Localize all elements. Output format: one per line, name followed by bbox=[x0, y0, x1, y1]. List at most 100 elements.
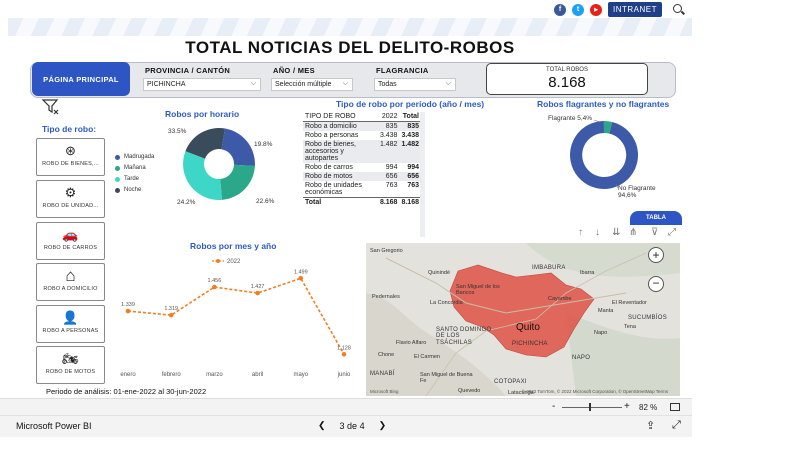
table-row[interactable]: Robo de unidades económicas 763 763 bbox=[305, 182, 419, 196]
horario-title: Robos por horario bbox=[165, 109, 240, 119]
line-legend-label: 2022 bbox=[227, 259, 241, 265]
table-row[interactable]: Robo de motos 656 656 bbox=[303, 172, 421, 181]
donut-slice-tarde[interactable] bbox=[183, 151, 222, 201]
anio-select[interactable]: Selección múltiple ⌵ bbox=[271, 78, 353, 91]
legend-item[interactable]: Mañana bbox=[115, 165, 146, 171]
column-header[interactable]: 2022 bbox=[377, 112, 400, 122]
donut-slice-manana[interactable] bbox=[220, 164, 255, 200]
type-button-bienes[interactable]: ⊛ ROBO DE BIENES,... bbox=[36, 138, 105, 176]
twitter-icon[interactable]: t bbox=[572, 3, 584, 16]
chevron-down-icon: ⌵ bbox=[445, 80, 451, 87]
arrow-down-icon[interactable]: ↓ bbox=[595, 227, 600, 238]
legend-dot bbox=[115, 187, 120, 193]
legend-dot bbox=[115, 165, 120, 171]
line-point[interactable] bbox=[298, 276, 304, 281]
fullscreen-icon[interactable]: ⤢ bbox=[672, 419, 681, 431]
zoom-in-button[interactable]: + bbox=[648, 247, 664, 263]
pichincha-region[interactable] bbox=[449, 264, 595, 358]
table-row[interactable]: Robo de carros 994 994 bbox=[305, 164, 419, 171]
provincia-label: PROVINCIA / CANTÓN bbox=[145, 66, 231, 75]
arrow-up-icon[interactable]: ↑ bbox=[578, 227, 583, 238]
provincia-select[interactable]: PICHINCHA ⌵ bbox=[143, 78, 261, 91]
line-point[interactable] bbox=[341, 351, 347, 357]
column-header[interactable]: TIPO DE ROBO bbox=[303, 112, 378, 122]
zoom-in-icon[interactable]: + bbox=[624, 401, 630, 412]
zoom-level: 82 % bbox=[639, 403, 658, 412]
zoom-out-button[interactable]: − bbox=[648, 276, 664, 292]
expand-hierarchy-icon[interactable]: ⋔ bbox=[629, 227, 638, 238]
map-brand: Microsoft Bing bbox=[370, 389, 399, 394]
type-button-unidades[interactable]: ⚙ ROBO DE UNIDAD... bbox=[36, 180, 105, 218]
line-point[interactable] bbox=[125, 308, 131, 314]
kpi-value: 8.168 bbox=[548, 74, 586, 91]
facebook-icon[interactable]: f bbox=[554, 3, 566, 16]
legend-item[interactable]: Madrugada bbox=[115, 154, 154, 160]
donut-slice-noche[interactable] bbox=[185, 128, 225, 159]
map-label: Quinindé bbox=[428, 270, 451, 276]
data-label: 1.427 bbox=[251, 284, 265, 290]
line-point[interactable] bbox=[212, 284, 217, 290]
donut-label: Flagrante 5,4% bbox=[548, 115, 592, 122]
donut-slice-madrugada[interactable] bbox=[221, 128, 255, 167]
search-icon[interactable] bbox=[672, 3, 686, 17]
donut-label: 22.6% bbox=[256, 198, 275, 205]
type-button-carros[interactable]: 🚗 ROBO DE CARROS bbox=[36, 222, 105, 260]
type-button-domicilio[interactable]: ⌂ ROBO A DOMICILIO bbox=[36, 263, 105, 301]
legend-item[interactable]: Noche bbox=[115, 187, 141, 193]
main-page-button[interactable]: PÁGINA PRINCIPAL bbox=[32, 62, 130, 96]
zoom-slider-thumb[interactable] bbox=[589, 403, 591, 411]
prev-page-icon[interactable]: ❮ bbox=[318, 420, 326, 430]
youtube-icon[interactable]: ▶ bbox=[590, 3, 602, 16]
flagrancia-label: FLAGRANCIA bbox=[376, 66, 429, 75]
table-scrollbar[interactable] bbox=[420, 112, 425, 237]
header-banner bbox=[8, 18, 692, 36]
table-row[interactable]: Robo a domicilio 835 835 bbox=[303, 121, 421, 131]
map-view[interactable]: San Gregorio Quinindé IMBABURA Ibarra Pedern… bbox=[366, 243, 680, 396]
tabla-button[interactable]: TABLA bbox=[630, 211, 682, 225]
share-icon[interactable]: ⇪ bbox=[646, 420, 656, 432]
page-navigator: ❮ 3 de 4 ❯ bbox=[318, 420, 386, 431]
map-attribution[interactable]: © 2022 TomTom, © 2022 Microsoft Corporat… bbox=[521, 389, 668, 394]
map-label: Pedernales bbox=[372, 294, 400, 300]
column-header[interactable]: Total bbox=[399, 112, 421, 122]
map-label: Chone bbox=[378, 352, 395, 358]
page-indicator: 3 de 4 bbox=[339, 420, 365, 431]
fit-page-icon[interactable] bbox=[670, 403, 680, 411]
donut-slice-no-flagrante[interactable] bbox=[570, 121, 639, 189]
table-row[interactable]: Robo a personas 3.438 3.438 bbox=[305, 132, 419, 139]
donut-label: 33.5% bbox=[168, 128, 187, 135]
line-point[interactable] bbox=[168, 312, 174, 318]
intranet-button[interactable]: INTRANET bbox=[608, 2, 662, 17]
top-links: f t ▶ INTRANET bbox=[554, 2, 692, 17]
flagrancia-value: Todas bbox=[378, 81, 397, 88]
next-page-icon[interactable]: ❯ bbox=[378, 420, 387, 430]
type-button-motos[interactable]: 🏍 ROBO DE MOTOS bbox=[36, 346, 105, 384]
line-point[interactable] bbox=[255, 290, 260, 296]
donut-slice-flagrante[interactable] bbox=[604, 121, 613, 134]
tabla-tipo-title: Tipo de robo por período (año / mes) bbox=[336, 99, 485, 109]
table-total-row: Total 8.168 8.168 bbox=[303, 197, 421, 207]
zoom-out-icon[interactable]: - bbox=[552, 401, 556, 412]
line-series-2022 bbox=[127, 277, 345, 355]
kpi-card: TOTAL ROBOS 8.168 bbox=[486, 63, 648, 95]
double-arrow-down-icon[interactable]: ⇊ bbox=[612, 227, 621, 238]
focus-mode-icon[interactable]: ⤢ bbox=[668, 227, 676, 238]
donut-label: 24.2% bbox=[177, 199, 196, 206]
table-row[interactable]: Robo de bienes, accesorios y autopartes 1… bbox=[303, 140, 421, 163]
zoom-slider[interactable] bbox=[562, 407, 622, 408]
map-label: Ibarra bbox=[580, 270, 595, 276]
filter-icon[interactable]: ⊽ bbox=[651, 227, 659, 238]
flagrantes-title: Robos flagrantes y no flagrantes bbox=[537, 99, 670, 109]
clear-filter-icon[interactable] bbox=[42, 98, 60, 116]
type-button-personas[interactable]: 👤 ROBO A PERSONAS bbox=[36, 305, 105, 343]
data-label: 1.128 bbox=[337, 345, 351, 351]
x-tick-label: mayo bbox=[293, 372, 308, 378]
page-title: TOTAL NOTICIAS DEL DELITO-ROBOS bbox=[185, 38, 515, 57]
zoom-bar: - + 82 % bbox=[0, 398, 692, 415]
legend-item[interactable]: Tarde bbox=[115, 176, 139, 182]
map-label: San Gregorio bbox=[370, 248, 403, 254]
flagrancia-select[interactable]: Todas ⌵ bbox=[374, 78, 456, 91]
x-tick-label: marzo bbox=[206, 372, 223, 378]
map-label: Napo bbox=[594, 330, 608, 336]
map-label: Quevedo bbox=[458, 388, 481, 394]
